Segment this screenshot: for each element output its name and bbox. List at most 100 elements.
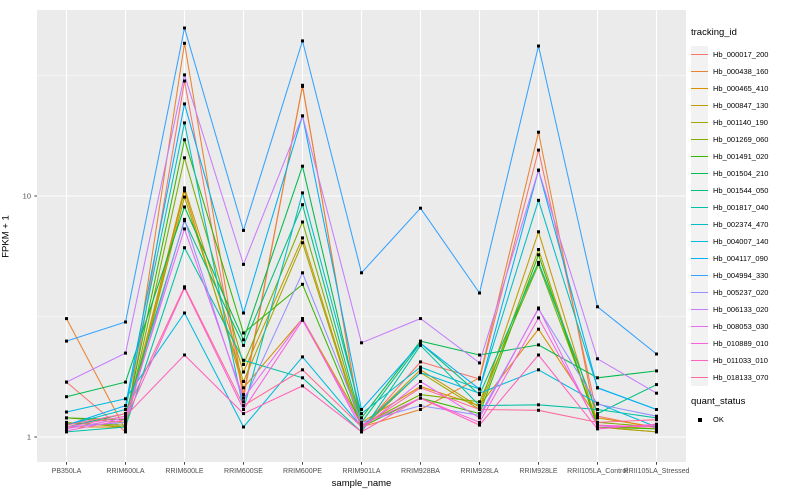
data-point	[183, 186, 186, 190]
data-point	[596, 408, 599, 411]
data-point	[124, 418, 127, 422]
data-point	[65, 380, 68, 384]
data-point	[478, 353, 481, 357]
data-point	[596, 386, 599, 390]
data-point	[242, 425, 245, 429]
legend-key-line-swatch	[691, 114, 708, 131]
data-point	[124, 423, 127, 427]
legend-label: Hb_004117_090	[713, 254, 768, 263]
data-point	[124, 428, 127, 432]
data-point	[301, 271, 304, 275]
data-point	[242, 386, 245, 390]
data-point	[360, 341, 363, 345]
x-tick-label: RRII105LA_Stressed	[624, 468, 690, 475]
legend-line-icon	[691, 190, 708, 191]
legend-label: Hb_000438_160	[713, 67, 769, 76]
data-point	[301, 317, 304, 321]
legend-line-icon	[691, 207, 708, 208]
data-point	[242, 370, 245, 374]
data-point	[596, 305, 599, 309]
legend-line-icon	[691, 156, 708, 157]
data-point	[124, 404, 127, 408]
data-point	[655, 352, 658, 356]
legend-label: Hb_004007_140	[713, 237, 769, 246]
data-point	[301, 368, 304, 372]
data-point	[124, 425, 127, 429]
legend-key-line-swatch	[691, 267, 708, 284]
data-point	[360, 271, 363, 275]
x-tick-label: RRIM600PE	[283, 468, 322, 475]
legend-key-line-swatch	[691, 97, 708, 114]
data-point	[301, 318, 304, 322]
data-point	[242, 408, 245, 411]
data-point	[478, 400, 481, 404]
data-point	[124, 412, 127, 416]
data-point	[655, 391, 658, 395]
data-point	[124, 416, 127, 420]
data-point	[65, 410, 68, 414]
legend-item: Hb_005237_020	[691, 284, 799, 301]
legend-item: Hb_001544_050	[691, 182, 799, 199]
data-point	[65, 317, 68, 321]
legend-key-line-swatch	[691, 335, 708, 352]
data-point	[124, 320, 127, 324]
legend-key-line-swatch	[691, 318, 708, 335]
data-point	[596, 416, 599, 420]
data-point	[124, 351, 127, 355]
data-point	[478, 291, 481, 295]
data-point	[242, 311, 245, 315]
data-point	[301, 220, 304, 224]
data-point	[301, 376, 304, 380]
data-point	[242, 331, 245, 335]
legend-item: Hb_001140_190	[691, 114, 799, 131]
data-point	[301, 384, 304, 388]
data-point	[419, 317, 422, 321]
legend-label: Hb_000017_200	[713, 50, 769, 59]
legend-item: Hb_001269_060	[691, 131, 799, 148]
data-point	[478, 391, 481, 395]
data-point	[65, 395, 68, 399]
legend-label: Hb_000847_130	[713, 101, 769, 110]
data-point	[360, 412, 363, 416]
data-point	[301, 203, 304, 207]
data-point	[124, 420, 127, 424]
data-point	[183, 311, 186, 315]
x-tick-label: RRIM901LA	[342, 468, 380, 475]
legend-line-icon	[691, 275, 708, 276]
legend-key-line-swatch	[691, 352, 708, 369]
data-point	[419, 408, 422, 411]
data-point	[183, 121, 186, 125]
legend-label: Hb_001544_050	[713, 186, 769, 195]
x-tick-label: RRII105LA_Control	[567, 468, 628, 475]
data-point	[537, 368, 540, 372]
data-point	[301, 164, 304, 168]
legend-items-tracking-id: Hb_000017_200 Hb_000438_160 Hb_000465_410 H…	[691, 46, 799, 386]
data-point	[655, 416, 658, 420]
data-point	[596, 412, 599, 416]
legend-item: Hb_000438_160	[691, 63, 799, 80]
data-point	[537, 130, 540, 134]
data-point	[65, 425, 68, 429]
legend-label: Hb_001817_040	[713, 203, 769, 212]
data-point	[65, 339, 68, 343]
data-point	[360, 427, 363, 431]
data-point	[655, 427, 658, 431]
data-point	[301, 282, 304, 286]
legend-label: Hb_004994_330	[713, 271, 769, 280]
x-tick-label: RRIM600SE	[224, 468, 263, 475]
data-point	[419, 206, 422, 210]
data-point	[183, 79, 186, 83]
data-point	[537, 353, 540, 357]
data-point	[301, 241, 304, 245]
legend-items-quant-status: OK	[691, 411, 799, 428]
data-point	[183, 217, 186, 221]
legend-key-line-swatch	[691, 199, 708, 216]
data-point	[183, 189, 186, 193]
data-point	[183, 246, 186, 250]
x-axis-title: sample_name	[331, 478, 392, 489]
legend-item-quant: OK	[691, 411, 799, 428]
legend-label: Hb_008053_030	[713, 322, 769, 331]
legend: tracking_id Hb_000017_200 Hb_000438_160 Hb…	[691, 27, 799, 428]
legend-key-line-swatch	[691, 80, 708, 97]
